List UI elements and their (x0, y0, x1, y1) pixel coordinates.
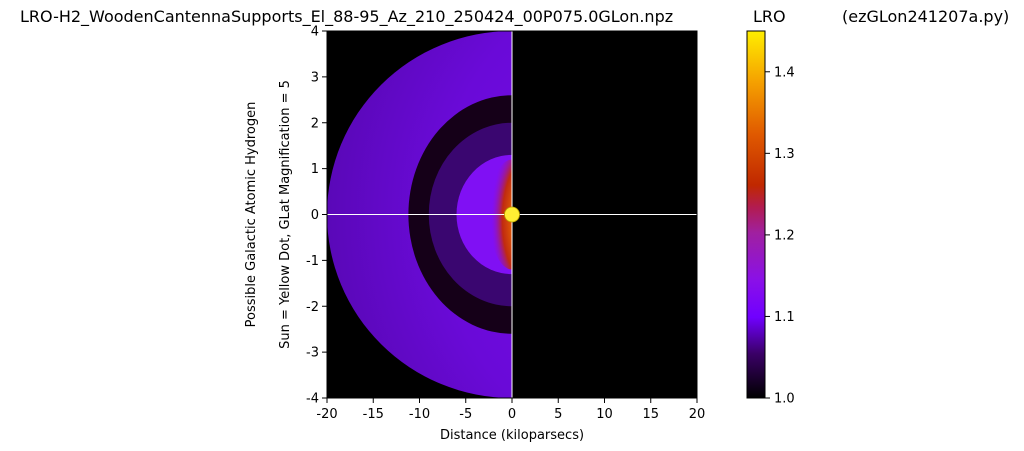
y-axis-label-line2: Sun = Yellow Dot, GLat Magnification = 5 (278, 80, 293, 349)
y-tick-label: 4 (311, 25, 319, 40)
y-tick-label: 3 (311, 70, 319, 85)
y-tick-label: -3 (306, 346, 319, 361)
colorbar-tick-label: 1.3 (774, 147, 795, 162)
x-tick-label: -20 (316, 407, 337, 422)
colorbar-tick-label: 1.1 (774, 310, 795, 325)
x-tick-label: 15 (642, 407, 659, 422)
y-tick-label: 2 (311, 116, 319, 131)
sun-dot (504, 206, 520, 223)
x-tick-label: 10 (596, 407, 613, 422)
y-axis: -4 -3 -2 -1 0 1 2 3 4 (306, 25, 327, 407)
x-tick-label: 20 (689, 407, 706, 422)
colorbar-tick-label: 1.4 (774, 65, 795, 80)
colorbar-gradient (746, 30, 766, 399)
y-tick-label: -2 (306, 300, 319, 315)
y-tick-label: 0 (311, 208, 319, 223)
x-tick-label: 5 (554, 407, 562, 422)
y-tick-label: -1 (306, 254, 319, 269)
x-tick-label: -10 (409, 407, 430, 422)
colorbar: 1.0 1.1 1.2 1.3 1.4 (746, 30, 795, 407)
plot-area (326, 30, 698, 399)
x-tick-label: -15 (363, 407, 384, 422)
x-axis-label: Distance (kiloparsecs) (440, 428, 584, 443)
script-name-label: (ezGLon241207a.py) (842, 7, 1010, 26)
y-tick-label: 1 (311, 162, 319, 177)
chart-title: LRO-H2_WoodenCantennaSupports_El_88-95_A… (20, 7, 674, 26)
x-tick-label: -5 (459, 407, 472, 422)
colorbar-title: LRO (753, 7, 786, 26)
x-tick-label: 0 (508, 407, 516, 422)
y-axis-label-line1: Possible Galactic Atomic Hydrogen (244, 102, 259, 328)
colorbar-tick-label: 1.2 (774, 228, 795, 243)
colorbar-tick-label: 1.0 (774, 392, 795, 407)
x-axis: -20 -15 -10 -5 0 5 10 15 20 (316, 398, 705, 422)
y-tick-label: -4 (306, 392, 319, 407)
